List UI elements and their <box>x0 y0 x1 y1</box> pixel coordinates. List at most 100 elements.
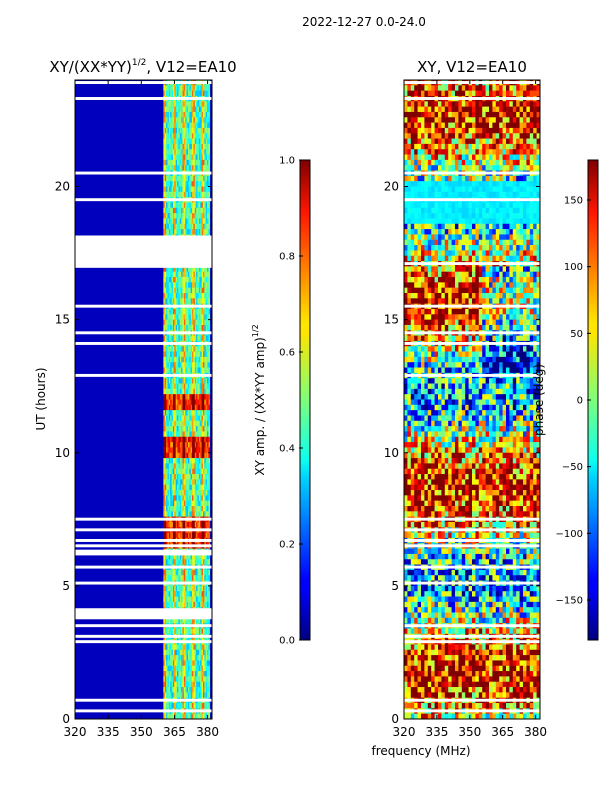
amp-cell <box>182 356 185 363</box>
amp-cell <box>189 426 191 432</box>
amp-cell <box>198 495 201 501</box>
amp-cell <box>186 591 189 597</box>
amp-cell <box>185 474 187 480</box>
amp-cell <box>177 308 179 315</box>
amp-cell <box>193 447 196 454</box>
amp-cell <box>168 287 171 294</box>
amp-cell <box>194 287 197 294</box>
amp-cell <box>166 165 168 171</box>
amp-cell <box>208 601 211 608</box>
amp-cell <box>187 282 190 288</box>
amp-cell <box>207 506 209 512</box>
amp-cell <box>196 367 198 374</box>
amp-cell <box>172 404 175 411</box>
amp-cell <box>196 175 198 182</box>
amp-cell <box>168 601 171 608</box>
amp-cell <box>207 308 209 315</box>
amp-cell <box>163 106 166 113</box>
amp-cell <box>194 181 197 187</box>
amp-cell <box>187 431 190 438</box>
amp-cell <box>194 154 197 161</box>
amp-cell <box>174 191 176 198</box>
amp-cell <box>172 308 175 315</box>
amp-cell <box>163 649 166 656</box>
amp-cell <box>168 367 171 374</box>
phase-cell <box>444 154 449 161</box>
amp-cell <box>177 404 179 411</box>
amp-cell <box>177 159 179 166</box>
amp-cell <box>196 585 198 592</box>
amp-cell <box>179 207 182 214</box>
amp-cell <box>174 559 176 565</box>
amp-cell <box>198 324 201 331</box>
amp-cell <box>208 218 211 225</box>
amp-cell <box>187 213 190 219</box>
phase-cell <box>516 85 520 91</box>
phase-cell <box>533 85 537 91</box>
amp-cell <box>190 122 193 129</box>
amp-cell <box>179 133 182 139</box>
amp-cell <box>163 191 166 198</box>
amp-cell <box>163 617 166 624</box>
amp-cell <box>192 319 194 326</box>
amp-cell <box>167 431 170 438</box>
amp-cell <box>168 223 171 230</box>
amp-cell <box>185 143 187 150</box>
amp-cell <box>181 111 183 118</box>
phase-cell <box>472 159 476 166</box>
amp-cell <box>208 458 211 464</box>
amp-cell <box>171 655 174 661</box>
amp-cell <box>175 617 178 624</box>
amp-cell <box>175 324 178 331</box>
amp-cell <box>198 447 201 454</box>
amp-cell <box>194 671 197 677</box>
amp-cell <box>187 660 190 667</box>
amp-cell <box>182 388 185 395</box>
amp-cell <box>170 553 172 560</box>
amp-cell <box>194 431 197 438</box>
amp-cell <box>175 506 178 512</box>
amp-cell <box>167 532 170 539</box>
amp-cell <box>164 569 167 576</box>
phase-cell <box>472 181 476 187</box>
amp-cell <box>187 367 190 374</box>
phase-cell <box>495 111 500 118</box>
amp-cell <box>196 426 198 432</box>
phase-cell <box>414 117 418 123</box>
amp-cell <box>190 143 193 150</box>
amp-cell <box>207 399 209 406</box>
amp-cell <box>170 687 172 693</box>
amp-cell <box>190 165 193 171</box>
amp-cell <box>179 367 182 374</box>
amp-cell <box>202 655 205 661</box>
phase-cell <box>482 111 486 118</box>
amp-cell <box>186 463 189 470</box>
amp-cell <box>192 591 194 597</box>
amp-cell <box>179 479 182 485</box>
amp-cell <box>170 426 172 432</box>
phase-cell <box>529 181 534 187</box>
phase-cell <box>441 165 446 171</box>
amp-cell <box>205 532 208 539</box>
phase-cell <box>475 165 480 171</box>
amp-cell <box>179 447 182 454</box>
amp-cell <box>198 346 201 352</box>
phase-cell <box>492 154 497 161</box>
phase-cell <box>478 154 483 161</box>
amp-cell <box>174 111 176 118</box>
amp-cell <box>208 511 211 517</box>
amp-cell <box>208 660 211 667</box>
amp-cell <box>167 601 170 608</box>
amp-cell <box>194 207 197 214</box>
phase-cell <box>489 133 493 139</box>
amp-cell <box>170 287 172 294</box>
amp-cell <box>201 596 204 603</box>
amp-cell <box>189 452 191 459</box>
phase-cell <box>458 133 463 139</box>
amp-cell <box>196 122 198 129</box>
amp-cell <box>185 452 187 459</box>
phase-cell <box>509 175 514 182</box>
amp-cell <box>166 585 168 592</box>
amp-cell <box>181 420 183 427</box>
amp-cell <box>166 175 168 182</box>
